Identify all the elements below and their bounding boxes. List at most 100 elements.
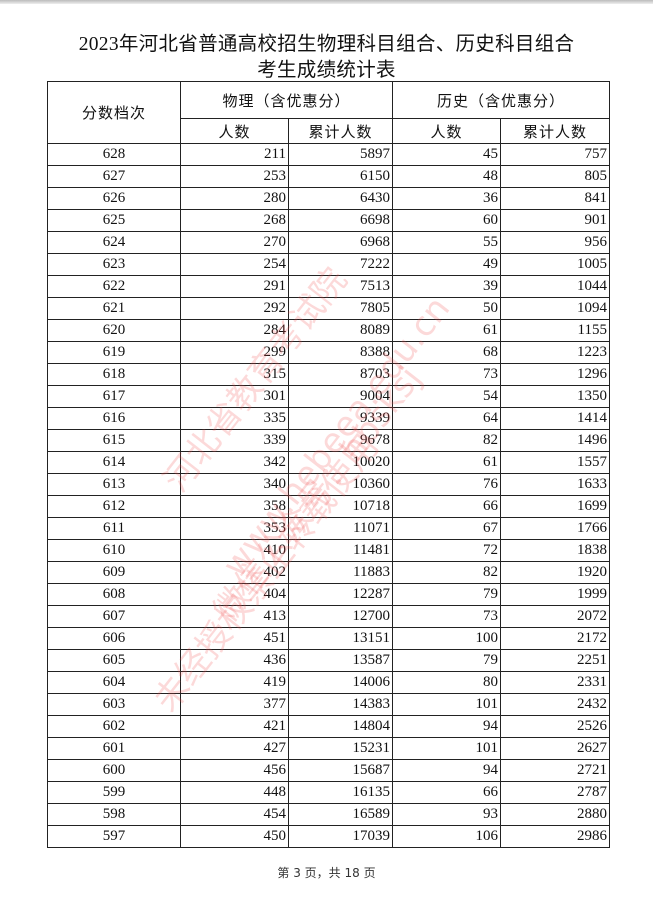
cell-history-count: 93 bbox=[392, 803, 501, 826]
cell-history-count: 39 bbox=[392, 275, 501, 298]
cell-history-count: 79 bbox=[392, 583, 501, 606]
cell-score: 627 bbox=[47, 165, 181, 188]
table-row: 616 335 9339 64 1414 bbox=[47, 407, 610, 430]
score-statistics-table: 分数档次 物理（含优惠分） 历史（含优惠分） 人数 累计人数 人数 累计人数 6… bbox=[47, 81, 610, 848]
cell-history-count: 66 bbox=[392, 495, 501, 518]
cell-history-cumulative: 2526 bbox=[500, 715, 610, 738]
header-score: 分数档次 bbox=[47, 81, 181, 144]
header-history-count: 人数 bbox=[392, 118, 501, 144]
table-row: 618 315 8703 73 1296 bbox=[47, 363, 610, 386]
cell-history-cumulative: 1155 bbox=[500, 319, 610, 342]
cell-score: 599 bbox=[47, 781, 181, 804]
cell-physics-count: 456 bbox=[180, 759, 289, 782]
cell-history-cumulative: 1414 bbox=[500, 407, 610, 430]
cell-physics-count: 301 bbox=[180, 385, 289, 408]
cell-physics-cumulative: 10718 bbox=[288, 495, 393, 518]
table-row: 605 436 13587 79 2251 bbox=[47, 649, 610, 672]
cell-history-cumulative: 2986 bbox=[500, 825, 610, 848]
cell-score: 621 bbox=[47, 297, 181, 320]
cell-physics-cumulative: 7513 bbox=[288, 275, 393, 298]
cell-history-count: 101 bbox=[392, 737, 501, 760]
cell-score: 600 bbox=[47, 759, 181, 782]
cell-physics-count: 342 bbox=[180, 451, 289, 474]
document-title-line2: 考生成绩统计表 bbox=[257, 60, 396, 81]
cell-physics-count: 436 bbox=[180, 649, 289, 672]
header-physics: 物理（含优惠分） bbox=[180, 81, 393, 119]
cell-history-cumulative: 1094 bbox=[500, 297, 610, 320]
table-row: 607 413 12700 73 2072 bbox=[47, 605, 610, 628]
header-physics-count: 人数 bbox=[180, 118, 289, 144]
cell-physics-cumulative: 7805 bbox=[288, 297, 393, 320]
table-row: 604 419 14006 80 2331 bbox=[47, 671, 610, 694]
cell-physics-cumulative: 14804 bbox=[288, 715, 393, 738]
cell-physics-count: 211 bbox=[180, 143, 289, 166]
cell-score: 608 bbox=[47, 583, 181, 606]
cell-physics-count: 419 bbox=[180, 671, 289, 694]
cell-history-count: 66 bbox=[392, 781, 501, 804]
cell-physics-count: 451 bbox=[180, 627, 289, 650]
cell-history-cumulative: 2251 bbox=[500, 649, 610, 672]
cell-score: 619 bbox=[47, 341, 181, 364]
cell-physics-count: 421 bbox=[180, 715, 289, 738]
cell-history-cumulative: 841 bbox=[500, 187, 610, 210]
cell-history-count: 64 bbox=[392, 407, 501, 430]
cell-history-count: 60 bbox=[392, 209, 501, 232]
cell-physics-count: 413 bbox=[180, 605, 289, 628]
cell-physics-count: 450 bbox=[180, 825, 289, 848]
cell-history-count: 79 bbox=[392, 649, 501, 672]
table-row: 603 377 14383 101 2432 bbox=[47, 693, 610, 716]
table-row: 619 299 8388 68 1223 bbox=[47, 341, 610, 364]
viewer-top-bar bbox=[0, 0, 653, 4]
header-history-cumulative: 累计人数 bbox=[500, 118, 610, 144]
cell-physics-count: 315 bbox=[180, 363, 289, 386]
cell-physics-cumulative: 8089 bbox=[288, 319, 393, 342]
cell-history-cumulative: 1633 bbox=[500, 473, 610, 496]
cell-history-count: 50 bbox=[392, 297, 501, 320]
table-row: 626 280 6430 36 841 bbox=[47, 187, 610, 210]
cell-history-cumulative: 1005 bbox=[500, 253, 610, 276]
cell-history-count: 76 bbox=[392, 473, 501, 496]
cell-history-count: 49 bbox=[392, 253, 501, 276]
cell-history-cumulative: 1496 bbox=[500, 429, 610, 452]
table-row: 602 421 14804 94 2526 bbox=[47, 715, 610, 738]
cell-physics-count: 253 bbox=[180, 165, 289, 188]
cell-history-count: 68 bbox=[392, 341, 501, 364]
cell-history-cumulative: 1223 bbox=[500, 341, 610, 364]
cell-score: 622 bbox=[47, 275, 181, 298]
table-row: 627 253 6150 48 805 bbox=[47, 165, 610, 188]
cell-physics-count: 280 bbox=[180, 187, 289, 210]
cell-physics-cumulative: 10020 bbox=[288, 451, 393, 474]
table-body: 628 211 5897 45 757 627 253 6150 48 805 626 280 6430… bbox=[47, 143, 610, 848]
cell-history-count: 100 bbox=[392, 627, 501, 650]
cell-history-count: 61 bbox=[392, 319, 501, 342]
cell-score: 625 bbox=[47, 209, 181, 232]
table-row: 620 284 8089 61 1155 bbox=[47, 319, 610, 342]
cell-history-count: 54 bbox=[392, 385, 501, 408]
cell-physics-cumulative: 13587 bbox=[288, 649, 393, 672]
cell-physics-cumulative: 11481 bbox=[288, 539, 393, 562]
cell-physics-count: 448 bbox=[180, 781, 289, 804]
cell-physics-count: 292 bbox=[180, 297, 289, 320]
cell-physics-cumulative: 17039 bbox=[288, 825, 393, 848]
cell-physics-count: 358 bbox=[180, 495, 289, 518]
cell-score: 616 bbox=[47, 407, 181, 430]
table-row: 622 291 7513 39 1044 bbox=[47, 275, 610, 298]
cell-history-count: 36 bbox=[392, 187, 501, 210]
cell-score: 604 bbox=[47, 671, 181, 694]
cell-history-cumulative: 2072 bbox=[500, 605, 610, 628]
cell-physics-cumulative: 11883 bbox=[288, 561, 393, 584]
table-row: 608 404 12287 79 1999 bbox=[47, 583, 610, 606]
table-row: 609 402 11883 82 1920 bbox=[47, 561, 610, 584]
table-row: 621 292 7805 50 1094 bbox=[47, 297, 610, 320]
cell-physics-cumulative: 6968 bbox=[288, 231, 393, 254]
cell-history-cumulative: 2721 bbox=[500, 759, 610, 782]
cell-physics-count: 410 bbox=[180, 539, 289, 562]
cell-history-count: 55 bbox=[392, 231, 501, 254]
cell-physics-count: 377 bbox=[180, 693, 289, 716]
cell-history-cumulative: 1999 bbox=[500, 583, 610, 606]
cell-score: 609 bbox=[47, 561, 181, 584]
cell-history-count: 73 bbox=[392, 363, 501, 386]
header-physics-cumulative: 累计人数 bbox=[288, 118, 393, 144]
cell-history-count: 94 bbox=[392, 715, 501, 738]
cell-physics-count: 335 bbox=[180, 407, 289, 430]
